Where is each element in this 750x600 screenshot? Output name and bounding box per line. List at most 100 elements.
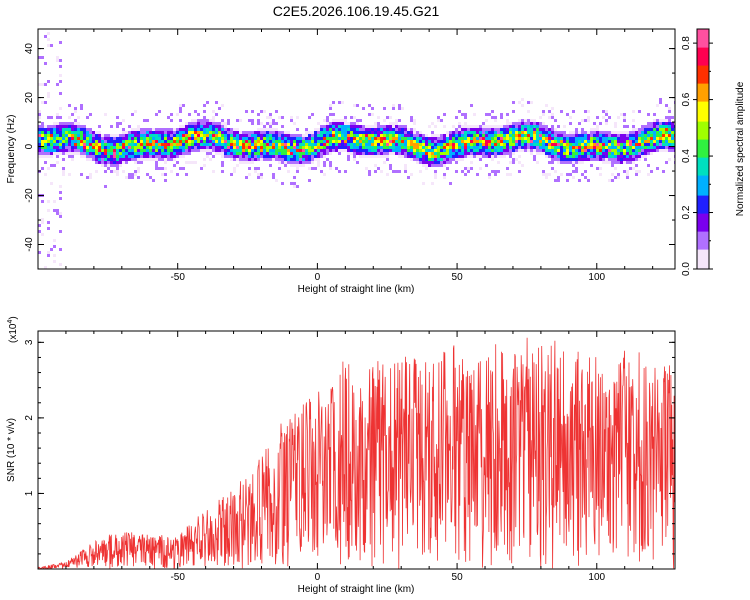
- colorbar-segment: [697, 175, 709, 178]
- heatmap-cell: [359, 152, 362, 155]
- heatmap-cell: [323, 143, 326, 146]
- heatmap-cell: [491, 143, 494, 146]
- heatmap-cell: [413, 134, 416, 137]
- heatmap-cell: [419, 152, 422, 155]
- heatmap-cell: [350, 137, 353, 140]
- heatmap-cell: [392, 137, 395, 140]
- heatmap-cell: [104, 170, 107, 173]
- heatmap-cell: [362, 137, 365, 140]
- heatmap-cell: [518, 149, 521, 152]
- heatmap-cell: [617, 149, 620, 152]
- heatmap-cell: [71, 155, 74, 158]
- heatmap-cell: [155, 167, 158, 170]
- heatmap-cell: [485, 146, 488, 149]
- heatmap-cell: [224, 128, 227, 131]
- heatmap-cell: [74, 146, 77, 149]
- heatmap-cell: [485, 131, 488, 134]
- heatmap-cell: [56, 143, 59, 146]
- heatmap-cell: [662, 125, 665, 128]
- heatmap-cell: [482, 152, 485, 155]
- heatmap-cell: [53, 143, 56, 146]
- heatmap-cell: [416, 161, 419, 164]
- heatmap-cell: [299, 146, 302, 149]
- heatmap-cell: [437, 119, 440, 122]
- colorbar-segment: [697, 159, 709, 162]
- heatmap-cell: [218, 134, 221, 137]
- heatmap-cell: [401, 152, 404, 155]
- heatmap-cell: [419, 161, 422, 164]
- heatmap-cell: [116, 140, 119, 143]
- heatmap-cell: [173, 149, 176, 152]
- heatmap-cell: [458, 155, 461, 158]
- heatmap-cell: [413, 140, 416, 143]
- heatmap-cell: [164, 140, 167, 143]
- colorbar-segment: [697, 207, 709, 210]
- heatmap-cell: [185, 173, 188, 176]
- heatmap-cell: [77, 128, 80, 131]
- heatmap-cell: [65, 137, 68, 140]
- heatmap-cell: [278, 131, 281, 134]
- colorbar-segment: [697, 263, 709, 266]
- heatmap-cell: [374, 131, 377, 134]
- heatmap-cell: [611, 143, 614, 146]
- heatmap-cell: [311, 167, 314, 170]
- heatmap-cell: [125, 158, 128, 161]
- heatmap-cell: [359, 155, 362, 158]
- heatmap-cell: [362, 149, 365, 152]
- snr-xlabel: Height of straight line (km): [298, 584, 415, 595]
- heatmap-cell: [626, 131, 629, 134]
- heatmap-cell: [545, 173, 548, 176]
- heatmap-cell: [497, 149, 500, 152]
- heatmap-cell: [635, 140, 638, 143]
- heatmap-cell: [152, 143, 155, 146]
- heatmap-cell: [185, 131, 188, 134]
- heatmap-cell: [104, 149, 107, 152]
- heatmap-cell: [332, 119, 335, 122]
- heatmap-cell: [527, 110, 530, 113]
- heatmap-cell: [404, 164, 407, 167]
- heatmap-cell: [77, 134, 80, 137]
- heatmap-cell: [362, 143, 365, 146]
- heatmap-cell: [41, 125, 44, 128]
- heatmap-cell: [431, 143, 434, 146]
- heatmap-cell: [149, 134, 152, 137]
- heatmap-cell: [659, 149, 662, 152]
- heatmap-cell: [554, 152, 557, 155]
- heatmap-cell: [446, 161, 449, 164]
- heatmap-cell: [575, 167, 578, 170]
- heatmap-cell: [212, 128, 215, 131]
- heatmap-cell: [107, 140, 110, 143]
- heatmap-cell: [617, 158, 620, 161]
- heatmap-cell: [551, 146, 554, 149]
- heatmap-cell: [275, 128, 278, 131]
- heatmap-cell: [161, 146, 164, 149]
- heatmap-cell: [200, 131, 203, 134]
- heatmap-cell: [191, 128, 194, 131]
- heatmap-cell: [404, 146, 407, 149]
- heatmap-cell: [560, 131, 563, 134]
- heatmap-cell: [626, 152, 629, 155]
- heatmap-cell: [425, 161, 428, 164]
- heatmap-cell: [137, 128, 140, 131]
- heatmap-cell: [53, 131, 56, 134]
- heatmap-cell: [308, 116, 311, 119]
- heatmap-cell: [392, 128, 395, 131]
- heatmap-cell: [578, 158, 581, 161]
- colorbar-segment: [697, 259, 709, 262]
- heatmap-cell: [617, 116, 620, 119]
- heatmap-cell: [251, 110, 254, 113]
- heatmap-cell: [134, 158, 137, 161]
- colorbar-segment: [697, 89, 709, 92]
- heatmap-cell: [614, 134, 617, 137]
- heatmap-cell: [152, 152, 155, 155]
- heatmap-cell: [344, 128, 347, 131]
- heatmap-cell: [305, 152, 308, 155]
- heatmap-cell: [404, 155, 407, 158]
- colorbar-segment: [697, 157, 709, 160]
- heatmap-cell: [500, 128, 503, 131]
- heatmap-cell: [143, 158, 146, 161]
- heatmap-cell: [659, 101, 662, 104]
- heatmap-cell: [437, 146, 440, 149]
- heatmap-cell: [296, 158, 299, 161]
- heatmap-cell: [452, 140, 455, 143]
